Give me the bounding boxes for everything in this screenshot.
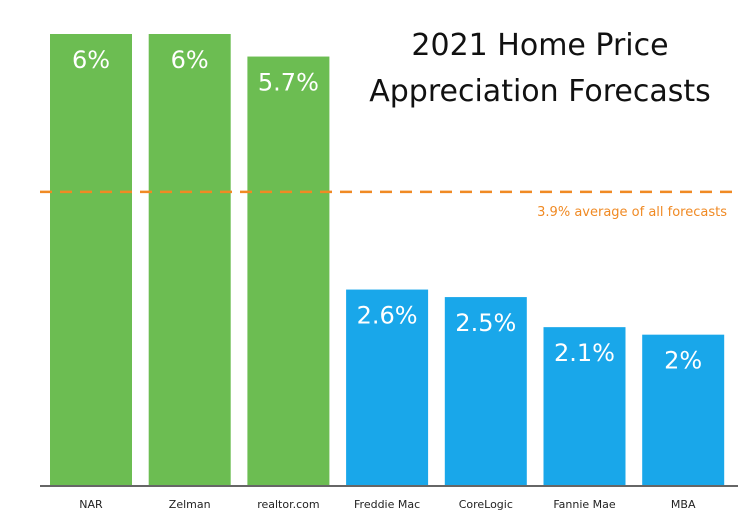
x-tick-label-5: CoreLogic	[459, 498, 513, 511]
data-label-3: 5.7%	[258, 69, 319, 97]
bar-2	[148, 34, 231, 485]
x-tick-label-1: NAR	[79, 498, 103, 511]
bar-1	[50, 34, 132, 485]
bar-4	[346, 289, 429, 485]
data-label-7: 2%	[664, 347, 702, 375]
x-tick-label-3: realtor.com	[257, 498, 319, 511]
data-label-4: 2.6%	[357, 302, 418, 330]
bar-7	[642, 334, 725, 485]
x-tick-label-6: Fannie Mae	[553, 498, 616, 511]
bar-6	[543, 327, 626, 485]
x-tick-label-4: Freddie Mac	[354, 498, 420, 511]
data-label-6: 2.1%	[554, 339, 615, 367]
chart-title-line-1: 2021 Home Price	[411, 28, 669, 63]
average-reference-label: 3.9% average of all forecasts	[537, 205, 727, 220]
bar-3	[247, 56, 330, 486]
data-label-2: 6%	[171, 46, 209, 74]
data-label-1: 6%	[72, 46, 110, 74]
data-label-5: 2.5%	[455, 309, 516, 337]
x-tick-label-7: MBA	[671, 498, 696, 511]
bar-5	[444, 297, 527, 485]
chart-title-line-2: Appreciation Forecasts	[369, 74, 711, 109]
x-tick-label-2: Zelman	[169, 498, 211, 511]
